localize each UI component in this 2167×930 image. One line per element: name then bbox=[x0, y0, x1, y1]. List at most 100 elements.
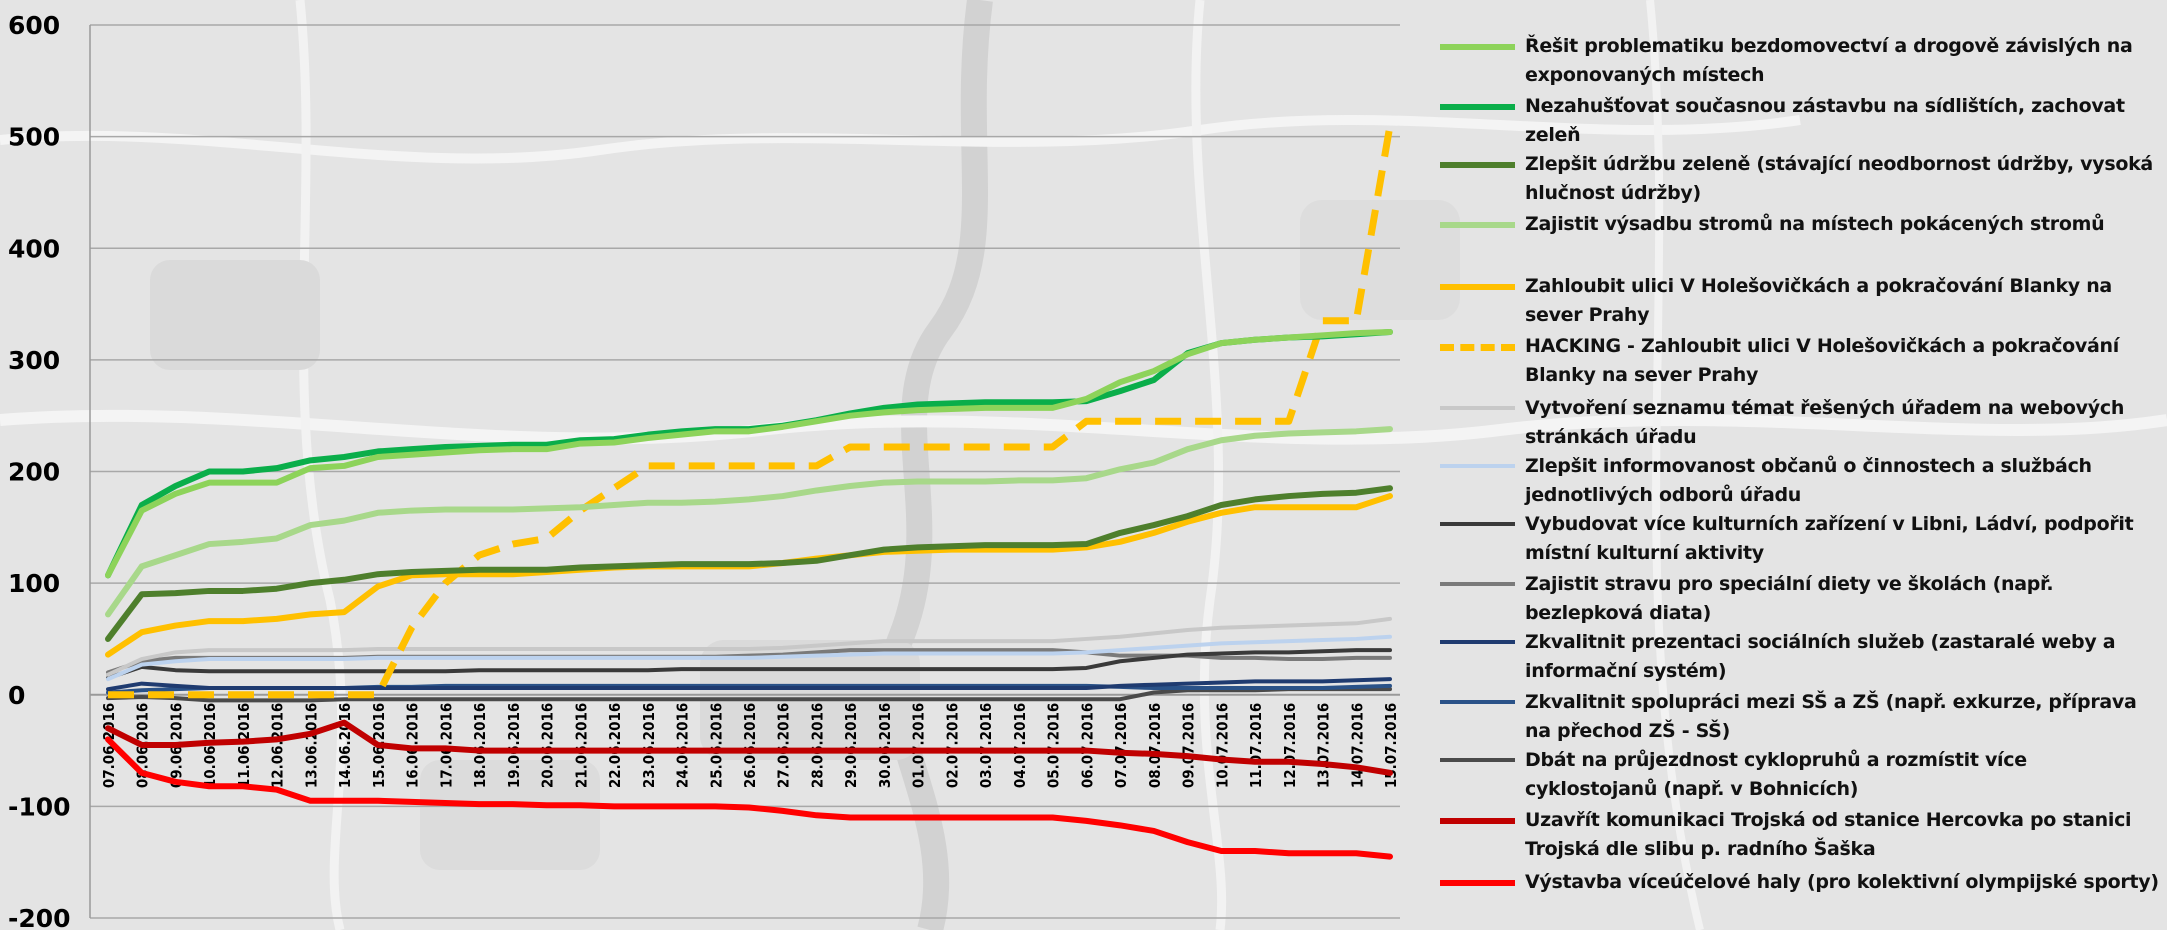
y-tick-label: 400 bbox=[8, 234, 60, 263]
series-line bbox=[108, 124, 1394, 699]
x-tick-label: 11.07.2016 bbox=[1247, 703, 1265, 788]
legend-item: Uzavřít komunikaci Trojská od stanice He… bbox=[1440, 806, 2160, 864]
x-tick-label: 22.06.2016 bbox=[606, 703, 624, 788]
y-tick-label: 600 bbox=[8, 11, 60, 40]
legend-swatch bbox=[1440, 818, 1515, 824]
x-tick-label: 14.06.2016 bbox=[336, 703, 354, 788]
legend-label: Zlepšit informovanost občanů o činnostec… bbox=[1525, 455, 2092, 506]
x-tick-label: 13.07.2016 bbox=[1315, 703, 1333, 788]
legend-swatch bbox=[1440, 464, 1515, 468]
legend-swatch bbox=[1440, 700, 1515, 704]
x-tick-label: 04.07.2016 bbox=[1011, 703, 1029, 788]
y-tick-label: -100 bbox=[8, 792, 71, 821]
x-tick-label: 19.06.2016 bbox=[505, 703, 523, 788]
y-tick-label: 500 bbox=[8, 123, 60, 152]
x-tick-label: 24.06.2016 bbox=[674, 703, 692, 788]
legend-item: Zkvalitnit prezentaci sociálních služeb … bbox=[1440, 628, 2160, 686]
x-tick-label: 03.07.2016 bbox=[977, 703, 995, 788]
legend-label: Vytvoření seznamu témat řešených úřadem … bbox=[1525, 397, 2125, 448]
x-tick-label: 21.06.2016 bbox=[572, 703, 590, 788]
x-tick-label: 07.06.2016 bbox=[100, 703, 118, 788]
x-tick-label: 12.07.2016 bbox=[1281, 703, 1299, 788]
legend-item: Vytvoření seznamu témat řešených úřadem … bbox=[1440, 394, 2160, 452]
x-tick-label: 06.07.2016 bbox=[1078, 703, 1096, 788]
series-line bbox=[106, 648, 1392, 681]
x-tick-label: 07.07.2016 bbox=[1112, 703, 1130, 788]
legend-item: Řešit problematiku bezdomovectví a drogo… bbox=[1440, 32, 2160, 90]
x-tick-label: 18.06.2016 bbox=[471, 703, 489, 788]
legend-swatch bbox=[1440, 582, 1515, 586]
legend-label: Zlepšit údržbu zeleně (stávající neodbor… bbox=[1525, 153, 2153, 204]
series-line bbox=[106, 634, 1392, 682]
series-line bbox=[106, 677, 1392, 692]
legend-label: HACKING - Zahloubit ulici V Holešovičkác… bbox=[1525, 335, 2119, 386]
x-tick-label: 30.06.2016 bbox=[876, 703, 894, 788]
x-tick-label: 28.06.2016 bbox=[808, 703, 826, 788]
x-tick-label: 26.06.2016 bbox=[741, 703, 759, 788]
series-line bbox=[105, 328, 1393, 579]
series-line bbox=[105, 328, 1393, 579]
legend-swatch bbox=[1440, 522, 1515, 526]
legend-swatch bbox=[1440, 640, 1515, 644]
x-tick-label: 25.06.2016 bbox=[707, 703, 725, 788]
legend-item: Zlepšit údržbu zeleně (stávající neodbor… bbox=[1440, 150, 2160, 208]
y-axis-ticks: 600 500 400 300 200 100 0 -100 -200 bbox=[8, 11, 71, 930]
y-tick-label: -200 bbox=[8, 904, 71, 930]
x-tick-label: 29.06.2016 bbox=[842, 703, 860, 788]
legend-item: HACKING - Zahloubit ulici V Holešovičkác… bbox=[1440, 332, 2160, 390]
legend-label: Vybudovat více kulturních zařízení v Lib… bbox=[1525, 513, 2134, 564]
legend-swatch bbox=[1440, 44, 1515, 50]
y-tick-label: 0 bbox=[8, 681, 25, 710]
legend-item: Vybudovat více kulturních zařízení v Lib… bbox=[1440, 510, 2160, 568]
legend-label: Dbát na průjezdnost cyklopruhů a rozmíst… bbox=[1525, 749, 2027, 800]
x-tick-label: 27.06.2016 bbox=[775, 703, 793, 788]
legend-item: Zlepšit informovanost občanů o činnostec… bbox=[1440, 452, 2160, 510]
legend-label: Výstavba víceúčelové haly (pro kolektivn… bbox=[1525, 871, 2159, 893]
y-tick-label: 200 bbox=[8, 458, 60, 487]
x-tick-label: 15.07.2016 bbox=[1382, 703, 1400, 788]
y-tick-label: 300 bbox=[8, 346, 60, 375]
x-tick-label: 11.06.2016 bbox=[235, 703, 253, 788]
series-line bbox=[105, 485, 1393, 642]
series-line bbox=[105, 719, 1393, 776]
x-tick-label: 20.06.2016 bbox=[539, 703, 557, 788]
series-line bbox=[105, 426, 1393, 618]
x-tick-label: 12.06.2016 bbox=[269, 703, 287, 788]
legend-label: Uzavřít komunikaci Trojská od stanice He… bbox=[1525, 809, 2132, 860]
legend-label: Zkvalitnit spolupráci mezi SŠ a ZŠ (např… bbox=[1525, 691, 2137, 742]
legend-swatch bbox=[1440, 284, 1515, 290]
legend-item: Zkvalitnit spolupráci mezi SŠ a ZŠ (např… bbox=[1440, 688, 2160, 746]
x-tick-label: 09.07.2016 bbox=[1180, 703, 1198, 788]
x-tick-label: 08.07.2016 bbox=[1146, 703, 1164, 788]
x-tick-label: 10.07.2016 bbox=[1213, 703, 1231, 788]
legend-swatch bbox=[1440, 162, 1515, 168]
legend-label: Nezahušťovat současnou zástavbu na sídli… bbox=[1525, 95, 2125, 146]
x-tick-label: 13.06.2016 bbox=[302, 703, 320, 788]
legend-item: Výstavba víceúčelové haly (pro kolektivn… bbox=[1440, 868, 2160, 897]
y-tick-label: 100 bbox=[8, 569, 60, 598]
legend-item: Zajistit stravu pro speciální diety ve š… bbox=[1440, 570, 2160, 628]
x-tick-label: 14.07.2016 bbox=[1348, 703, 1366, 788]
x-tick-label: 01.07.2016 bbox=[910, 703, 928, 788]
legend-label: Zkvalitnit prezentaci sociálních služeb … bbox=[1525, 631, 2116, 682]
x-tick-label: 05.07.2016 bbox=[1045, 703, 1063, 788]
x-tick-label: 02.07.2016 bbox=[943, 703, 961, 788]
series-lines bbox=[105, 124, 1394, 860]
series-line bbox=[106, 616, 1392, 677]
x-tick-label: 23.06.2016 bbox=[640, 703, 658, 788]
legend-item: Zajistit výsadbu stromů na místech pokác… bbox=[1440, 210, 2160, 239]
x-axis-ticks: 07.06.2016 08.06.2016 09.06.2016 10.06.2016… bbox=[100, 703, 1400, 788]
legend-swatch bbox=[1440, 758, 1515, 762]
legend-label: Zajistit výsadbu stromů na místech pokác… bbox=[1525, 213, 2105, 235]
legend-label: Zahloubit ulici V Holešovičkách a pokrač… bbox=[1525, 275, 2112, 326]
legend-swatch bbox=[1440, 880, 1515, 886]
legend-item: Dbát na průjezdnost cyklopruhů a rozmíst… bbox=[1440, 746, 2160, 804]
series-line bbox=[106, 687, 1392, 703]
legend-item: Nezahušťovat současnou zástavbu na sídli… bbox=[1440, 92, 2160, 150]
legend-label: Zajistit stravu pro speciální diety ve š… bbox=[1525, 573, 2054, 624]
legend-swatch bbox=[1440, 222, 1515, 228]
series-line bbox=[105, 736, 1393, 860]
legend-label: Řešit problematiku bezdomovectví a drogo… bbox=[1525, 35, 2133, 86]
legend-swatch bbox=[1440, 104, 1515, 110]
